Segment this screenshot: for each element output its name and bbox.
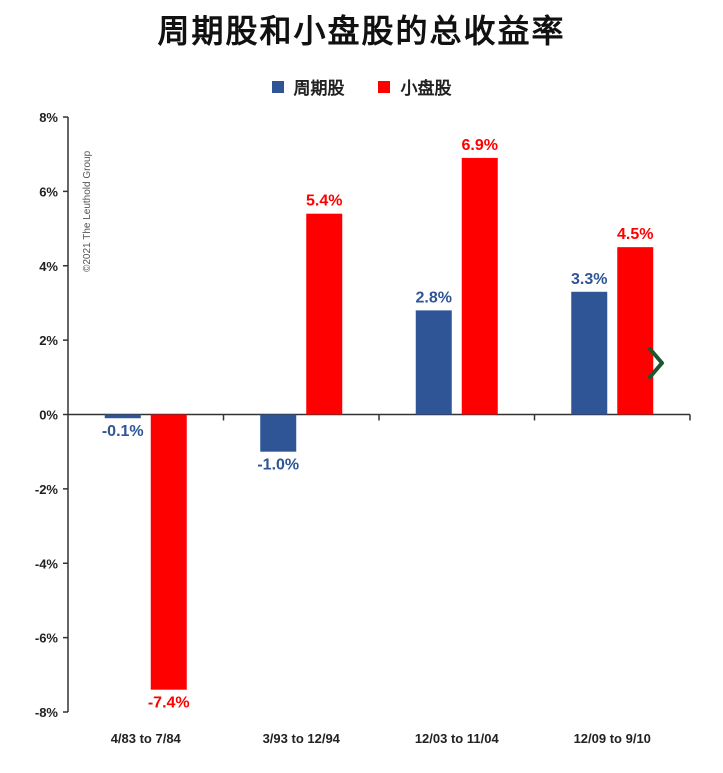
y-tick-label: 0% [39, 408, 58, 423]
y-tick-label: 6% [39, 184, 58, 199]
bars [104, 157, 654, 690]
legend-label-cyclical: 周期股 [293, 79, 345, 99]
y-tick-label: -6% [35, 631, 59, 646]
bar-smallcap [306, 213, 343, 415]
legend-swatch-smallcap [378, 80, 391, 93]
bar-smallcap [150, 414, 187, 690]
legend-item-cyclical: 周期股 [271, 74, 345, 99]
data-label: 3.3% [571, 271, 607, 288]
y-tick-label: 8% [39, 110, 58, 125]
watermark: ©2021 The Leuthold Group [82, 150, 93, 272]
legend-swatch-cyclical [271, 80, 284, 93]
legend-item-smallcap: 小盘股 [378, 74, 451, 99]
category-label: 3/93 to 12/94 [263, 731, 341, 746]
y-tick-label: -2% [35, 482, 59, 497]
y-tick-label: 4% [39, 259, 58, 274]
data-label: -0.1% [102, 423, 144, 440]
data-label: -1.0% [257, 457, 299, 474]
bar-smallcap [617, 247, 654, 415]
data-label: 5.4% [306, 193, 342, 210]
legend-label-smallcap: 小盘股 [400, 79, 452, 99]
category-label: 12/03 to 11/04 [415, 731, 500, 746]
chevron-right-icon [648, 347, 664, 379]
data-label: 6.9% [462, 137, 498, 154]
bar-smallcap [461, 157, 498, 415]
data-label: 4.5% [617, 226, 653, 243]
data-label: 2.8% [416, 289, 452, 306]
category-label: 4/83 to 7/84 [111, 731, 182, 746]
y-axis: 8% 6% 4% 2% 0% -2% -4% -6% -8% [35, 110, 69, 720]
bar-cyclical [260, 414, 297, 452]
bar-cyclical [415, 310, 452, 415]
bar-cyclical [571, 291, 608, 415]
category-label: 12/09 to 9/10 [574, 731, 651, 746]
legend: 周期股 小盘股 [0, 74, 723, 99]
data-labels: -0.1% -7.4% -1.0% 5.4% 2.8% 6.9% 3.3% 4.5% [102, 137, 654, 712]
category-labels: 4/83 to 7/84 3/93 to 12/94 12/03 to 11/04 1… [111, 731, 651, 746]
y-tick-label: 2% [39, 333, 58, 348]
bar-cyclical [104, 414, 141, 419]
next-arrow-button[interactable] [642, 343, 670, 383]
chart-title: 周期股和小盘股的总收益率 [157, 12, 566, 50]
data-label: -7.4% [148, 695, 190, 712]
y-tick-label: -4% [35, 556, 59, 571]
y-tick-label: -8% [35, 705, 59, 720]
